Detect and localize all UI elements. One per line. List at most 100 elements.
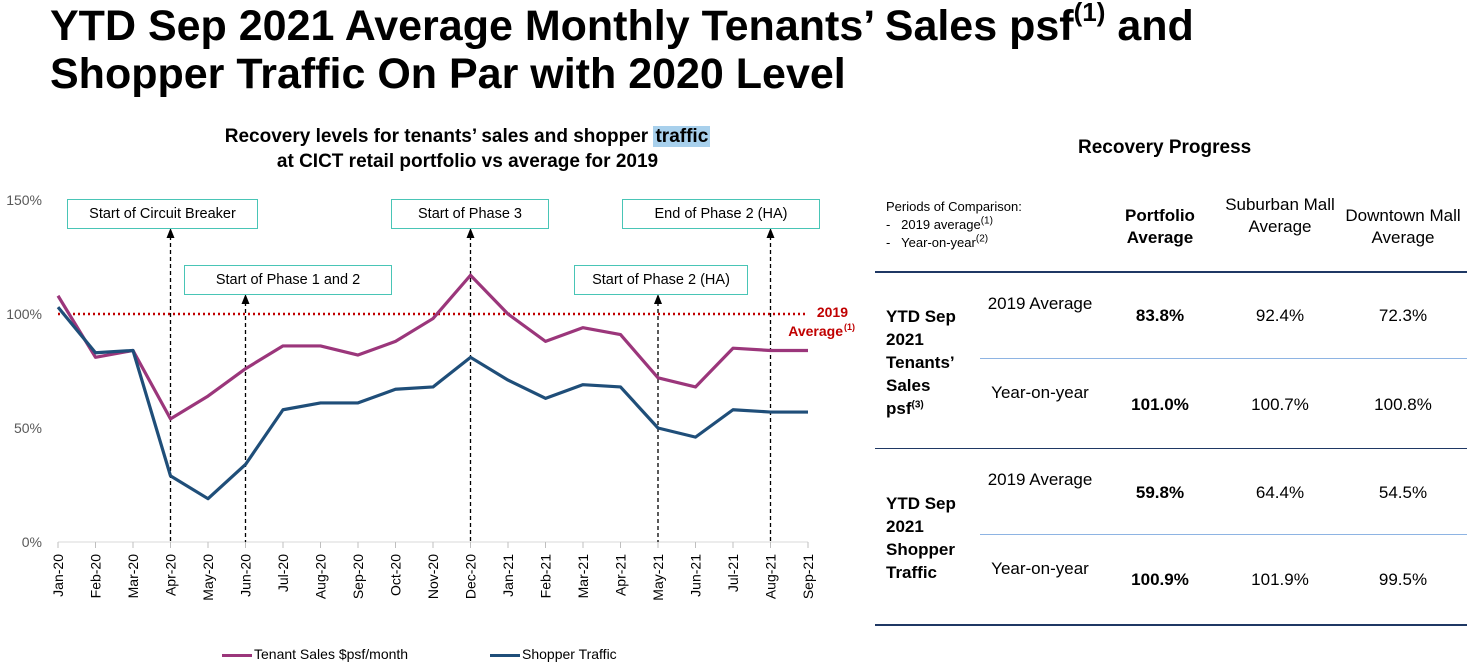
page-title: YTD Sep 2021 Average Monthly Tenants’ Sa… <box>50 0 1450 98</box>
x-tick-label: Aug-21 <box>763 554 779 599</box>
legend-label-tenant-sales: Tenant Sales $psf/month <box>254 646 409 662</box>
g1-row2-label: Year-on-year <box>991 383 1089 402</box>
g1-row1-label: 2019 Average <box>987 294 1093 313</box>
g1-row2-downtown: 100.8% <box>1374 395 1432 414</box>
periods-of-comparison: Periods of Comparison: - 2019 average(1)… <box>886 198 1022 252</box>
x-tick-label: Jan-20 <box>50 554 66 597</box>
legend-label-shopper-traffic: Shopper Traffic <box>522 646 617 662</box>
x-tick-label: Aug-20 <box>313 554 329 599</box>
annotation-box: Start of Phase 1 and 2 <box>184 265 392 295</box>
reference-label-footnote: (1) <box>844 322 855 332</box>
periods-label: Periods of Comparison: <box>886 199 1022 214</box>
x-tick-label: Apr-20 <box>163 554 179 596</box>
period-year-on-year: - Year-on-year(2) <box>886 233 989 250</box>
annotation-arrowhead-icon <box>654 294 662 304</box>
y-tick-label: 50% <box>14 420 42 436</box>
x-tick-label: Nov-20 <box>425 554 441 599</box>
g2-line3: Shopper <box>886 540 955 559</box>
x-tick-label: Jan-21 <box>500 554 516 597</box>
g2-row2-downtown: 99.5% <box>1378 570 1428 589</box>
annotation-arrowhead-icon <box>241 294 250 304</box>
x-tick-label: Jun-21 <box>688 554 704 597</box>
title-line2: Shopper Traffic On Par with 2020 Level <box>50 50 846 98</box>
col-header-portfolio: Portfolio Average <box>1125 206 1195 247</box>
x-tick-label: Oct-20 <box>388 554 404 596</box>
x-tick-label: May-20 <box>200 554 216 601</box>
recovery-progress-title: Recovery Progress <box>1078 137 1252 158</box>
g1-row-divider <box>980 358 1467 359</box>
annotation-box: Start of Phase 3 <box>391 199 549 229</box>
group-shopper-traffic-label: YTD Sep 2021 Shopper Traffic <box>886 492 956 584</box>
annotation-box: Start of Circuit Breaker <box>67 199 258 229</box>
reference-label-average: Average <box>788 323 843 339</box>
g1-sup: (3) <box>911 399 924 411</box>
g2-line1: YTD Sep <box>886 494 956 513</box>
x-tick-label: Jul-21 <box>725 554 741 592</box>
legend-swatch-tenant-sales <box>222 653 252 657</box>
series-line-shopper-traffic <box>56 306 808 501</box>
x-tick-label: Mar-20 <box>125 554 141 599</box>
group-tenants-sales-label: YTD Sep 2021 Tenants’ Sales psf(3) <box>886 305 956 420</box>
g2-line4: Traffic <box>886 563 938 582</box>
x-tick-label: Jun-20 <box>238 554 254 597</box>
y-tick-label: 0% <box>22 534 42 550</box>
legend-item-tenant-sales: Tenant Sales $psf/month <box>222 644 408 664</box>
g2-line2: 2021 <box>886 517 924 536</box>
g2-row2-portfolio: 100.9% <box>1131 570 1189 589</box>
col-header-suburban: Suburban Mall Average <box>1225 195 1335 236</box>
g1-row1-portfolio: 83.8% <box>1135 306 1185 325</box>
annotation-arrowhead-icon <box>466 228 475 238</box>
g2-row1-suburban: 64.4% <box>1255 483 1305 502</box>
title-line1-end: and <box>1105 2 1194 50</box>
x-tick-label: Sep-20 <box>350 554 366 599</box>
x-tick-label: Jul-20 <box>275 554 291 592</box>
recovery-line-chart: 0% 50% 100% 150% Jan-20 Feb-20 Mar-20 Apr-20 May… <box>6 192 855 601</box>
x-tick-label: Sep-21 <box>800 554 816 599</box>
chart-title-line1: Recovery levels for tenants’ sales and s… <box>224 126 654 147</box>
annotation-box: Start of Phase 2 (HA) <box>574 265 748 295</box>
g1-line5: psf <box>886 399 912 418</box>
g1-row2-suburban: 100.7% <box>1251 395 1309 414</box>
header-divider <box>875 271 1467 273</box>
x-tick-label: Apr-21 <box>613 554 629 596</box>
legend-swatch-shopper-traffic <box>490 653 520 657</box>
g2-row2-label: Year-on-year <box>991 559 1089 578</box>
g2-row2-suburban: 101.9% <box>1251 570 1309 589</box>
x-tick-label: Dec-20 <box>463 554 479 599</box>
period-2019-average: - 2019 average(1) <box>886 215 993 232</box>
table-bottom-rule <box>875 624 1467 626</box>
y-tick-label: 150% <box>6 192 42 208</box>
g1-line2: 2021 <box>886 330 924 349</box>
g1-line4: Sales <box>886 376 931 395</box>
g1-row2-portfolio: 101.0% <box>1131 395 1189 414</box>
reference-label-year: 2019 <box>817 304 848 320</box>
recovery-progress-table: Periods of Comparison: - 2019 average(1)… <box>875 190 1467 630</box>
chart-title-highlight: traffic <box>653 126 711 147</box>
title-line1: YTD Sep 2021 Average Monthly Tenants’ Sa… <box>50 2 1074 50</box>
annotation-arrowhead-icon <box>166 228 175 238</box>
col-header-downtown: Downtown Mall Average <box>1345 206 1461 247</box>
g1-line1: YTD Sep <box>886 307 956 326</box>
y-tick-label: 100% <box>6 306 42 322</box>
period1-sup: (1) <box>980 215 993 227</box>
x-tick-label: Mar-21 <box>575 554 591 599</box>
annotation-arrowhead-icon <box>766 228 775 238</box>
series-line-tenant-sales <box>56 273 808 421</box>
period2-sup: (2) <box>975 233 989 245</box>
g2-row-divider <box>980 534 1467 535</box>
x-tick-label: Feb-21 <box>538 554 554 599</box>
group-divider <box>875 448 1467 449</box>
g1-row1-suburban: 92.4% <box>1255 306 1305 325</box>
g2-row1-label: 2019 Average <box>987 470 1093 489</box>
chart-title: Recovery levels for tenants’ sales and s… <box>0 124 935 174</box>
x-tick-label: May-21 <box>650 554 666 601</box>
g2-row1-portfolio: 59.8% <box>1135 483 1185 502</box>
annotation-box: End of Phase 2 (HA) <box>622 199 820 229</box>
g1-line3: Tenants’ <box>886 353 955 372</box>
x-tick-label: Feb-20 <box>88 554 104 599</box>
legend-item-shopper-traffic: Shopper Traffic <box>490 644 617 664</box>
g1-row1-downtown: 72.3% <box>1378 306 1428 325</box>
period2-text: Year-on-year <box>901 235 976 250</box>
g2-row1-downtown: 54.5% <box>1378 483 1428 502</box>
period1-text: 2019 average <box>901 217 981 232</box>
